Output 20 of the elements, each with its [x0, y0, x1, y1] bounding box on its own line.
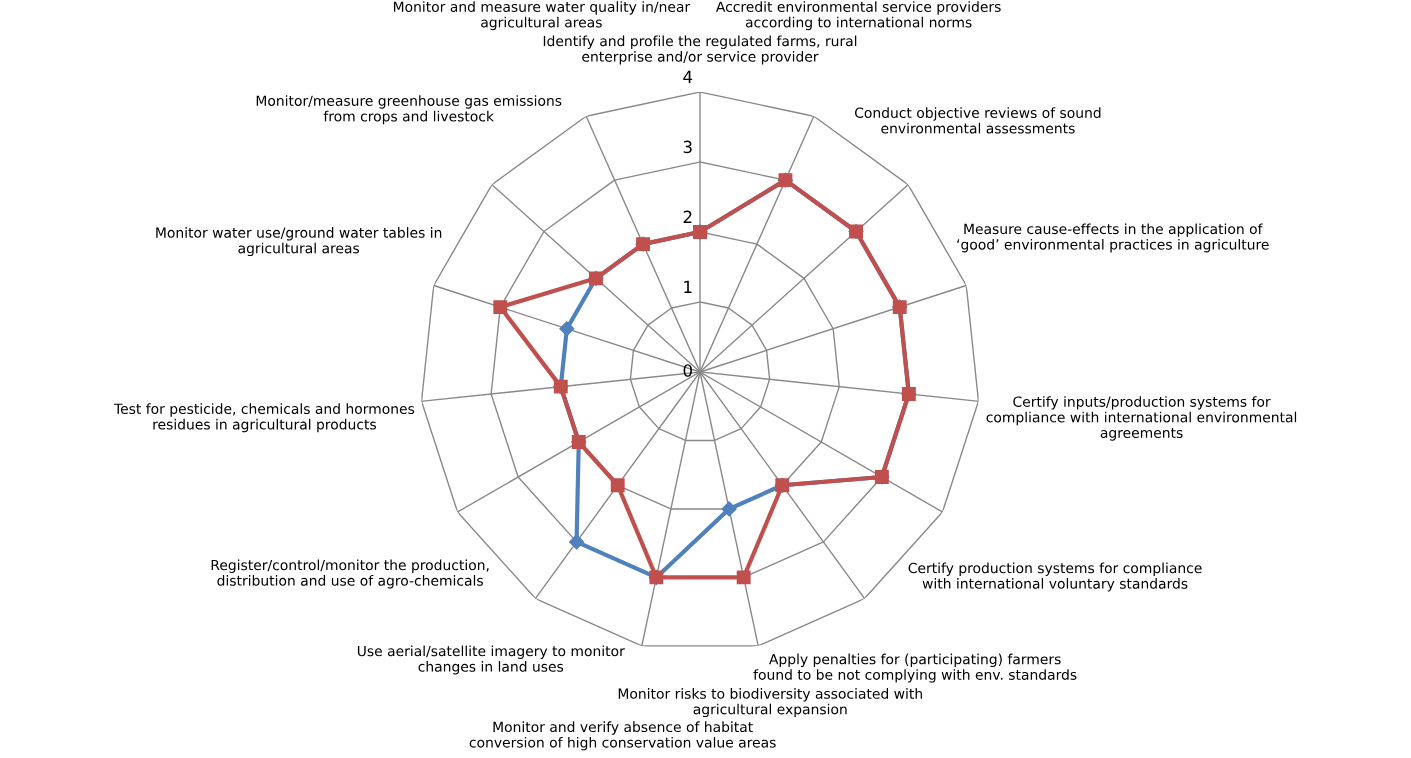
- spoke-label: Certify inputs/production systems for compliance with international environmental agreements: [986, 396, 1297, 441]
- spoke-label: Apply penalties for (participating) farmers found to be not complying with env. standards: [753, 653, 1077, 683]
- y-tick-label: 1: [684, 280, 692, 293]
- spoke-label: Measure cause-effects in the application of ‘good’ environmental practices in agriculture: [957, 223, 1269, 253]
- spoke-label: Identify and profile the regulated farms, rural enterprise and/or service provider: [543, 35, 857, 65]
- spoke-label: Monitor water use/ground water tables in agricultural areas: [156, 227, 442, 257]
- spoke-label: Accredit environmental service providers according to international norms: [715, 1, 1001, 31]
- y-tick-label: 2: [683, 210, 692, 223]
- y-tick-label: 3: [683, 140, 692, 154]
- spoke-label: Conduct objective reviews of sound environmental assessments: [854, 107, 1101, 134]
- spoke-label: Monitor/measure greenhouse gas emissions from crops and livestock: [256, 95, 562, 125]
- spoke-label: Monitor risks to biodiversity associated with agricultural expansion: [618, 688, 922, 718]
- y-tick-label: 0: [683, 364, 692, 377]
- spoke-label: Monitor and verify absence of habitat conversion of high conservation value areas: [469, 721, 776, 751]
- spoke-label: Use aerial/satellite imagery to monitor changes in land uses: [357, 645, 625, 675]
- spoke-label: Test for pesticide, chemicals and hormones residues in agricultural products: [113, 403, 415, 433]
- spoke-label: Monitor and measure water quality in/near agricultural areas: [393, 1, 691, 31]
- spoke-label: Certify production systems for compliance with international voluntary standards: [908, 562, 1202, 592]
- y-tick-label: 4: [683, 70, 693, 83]
- spoke-label: Register/control/monitor the production, distribution and use of agro-chemicals: [211, 559, 489, 589]
